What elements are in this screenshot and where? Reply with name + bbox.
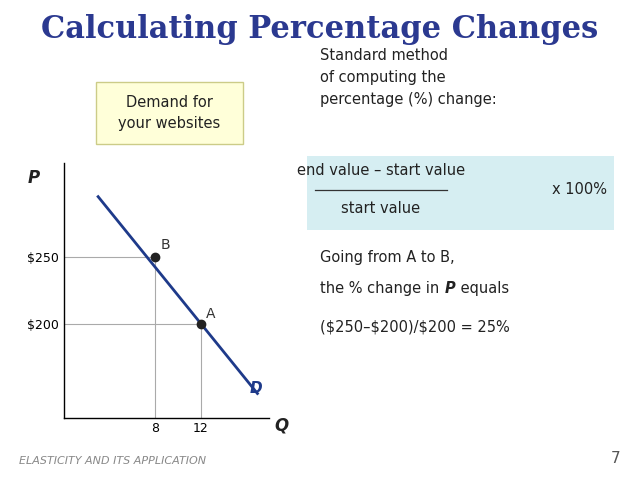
Text: Demand for
your websites: Demand for your websites — [118, 95, 221, 131]
Text: Standard method
of computing the
percentage (%) change:: Standard method of computing the percent… — [320, 48, 497, 108]
Text: ($250–$200)/$200 = 25%: ($250–$200)/$200 = 25% — [320, 319, 509, 334]
Text: D: D — [250, 381, 262, 396]
Text: 7: 7 — [611, 451, 621, 466]
Text: Going from A to B,: Going from A to B, — [320, 250, 454, 264]
Text: start value: start value — [341, 201, 420, 216]
Text: Calculating Percentage Changes: Calculating Percentage Changes — [42, 14, 598, 46]
Text: P: P — [28, 168, 40, 187]
Text: x 100%: x 100% — [552, 182, 607, 197]
Text: P: P — [445, 281, 456, 296]
Text: equals: equals — [456, 281, 509, 296]
Text: ELASTICITY AND ITS APPLICATION: ELASTICITY AND ITS APPLICATION — [19, 456, 206, 466]
Text: end value – start value: end value – start value — [297, 163, 465, 178]
FancyBboxPatch shape — [307, 156, 614, 230]
Text: A: A — [206, 307, 216, 321]
Text: B: B — [161, 238, 170, 252]
Text: the % change in: the % change in — [320, 281, 444, 296]
Text: Q: Q — [275, 416, 289, 434]
FancyBboxPatch shape — [96, 82, 243, 144]
